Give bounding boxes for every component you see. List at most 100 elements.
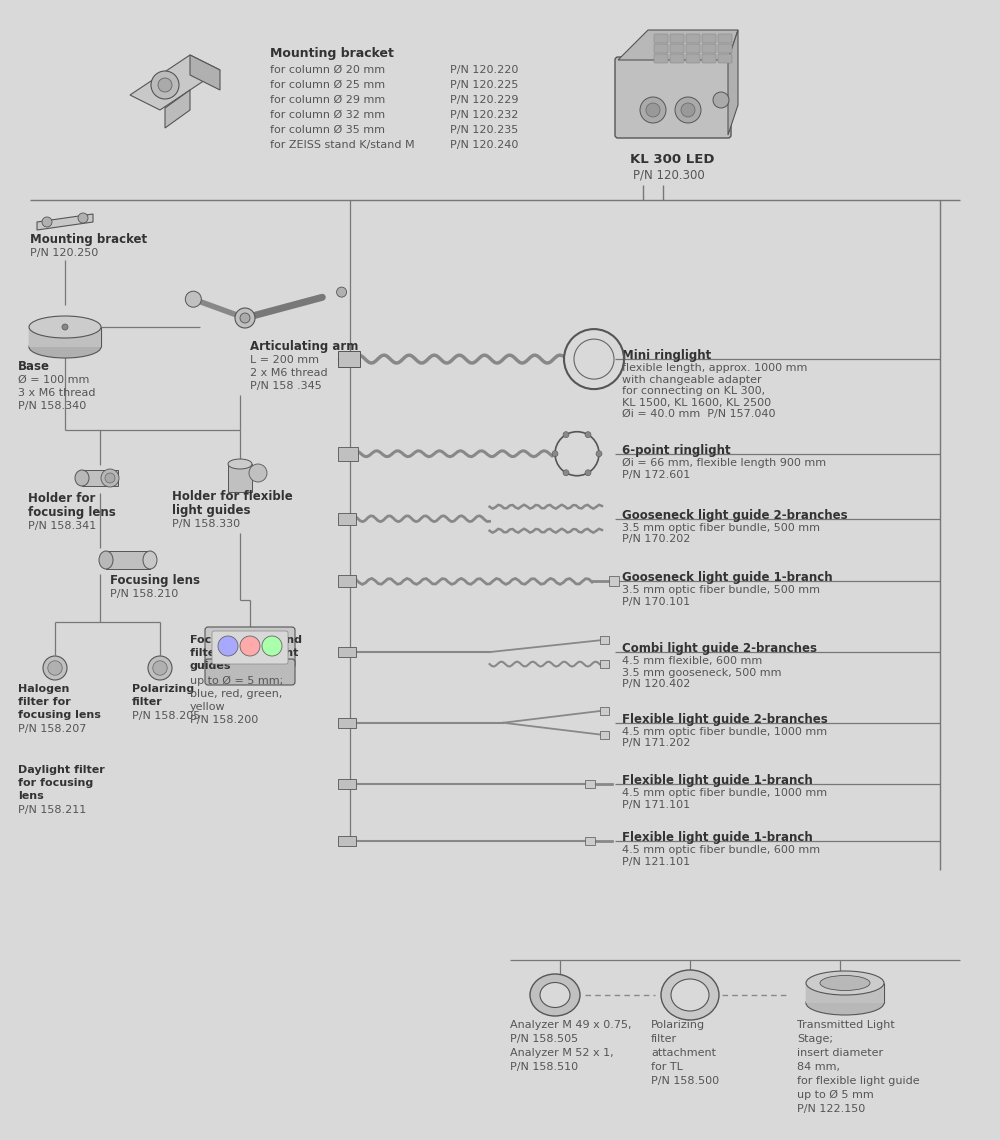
Circle shape [240,636,260,655]
Circle shape [585,470,591,475]
FancyBboxPatch shape [718,54,732,63]
Text: filter: filter [651,1034,677,1044]
Text: focusing lens: focusing lens [28,506,116,519]
Circle shape [43,656,67,679]
Text: P/N 120.235: P/N 120.235 [450,125,518,135]
Text: P/N 158.500: P/N 158.500 [651,1076,719,1086]
Text: 3 x M6 thread: 3 x M6 thread [18,388,96,398]
Ellipse shape [671,979,709,1011]
Bar [600,636,609,644]
Bar [82,470,118,486]
Text: P/N 120.220: P/N 120.220 [450,65,518,75]
Text: P/N 158 .345: P/N 158 .345 [250,381,322,391]
Ellipse shape [540,983,570,1008]
Bar [585,837,595,846]
Circle shape [148,656,172,679]
Text: P/N 158.510: P/N 158.510 [510,1062,578,1072]
Bar [106,551,150,569]
Text: Analyzer M 52 x 1,: Analyzer M 52 x 1, [510,1048,614,1058]
FancyBboxPatch shape [670,34,684,43]
Text: 84 mm,: 84 mm, [797,1062,840,1072]
Text: 3.5 mm optic fiber bundle, 500 mm
P/N 170.202: 3.5 mm optic fiber bundle, 500 mm P/N 17… [622,523,820,544]
Text: up to Ø = 5 mm;: up to Ø = 5 mm; [190,676,283,686]
Text: Base: Base [18,360,50,373]
Text: for focusing: for focusing [18,777,93,788]
Circle shape [563,470,569,475]
Bar [338,718,356,727]
Polygon shape [728,30,738,135]
Text: P/N 120.240: P/N 120.240 [450,140,518,150]
Circle shape [153,661,167,675]
Text: Transmitted Light: Transmitted Light [797,1020,895,1031]
Circle shape [713,92,729,108]
Circle shape [552,450,558,457]
Text: Daylight filter: Daylight filter [18,765,105,775]
Polygon shape [130,55,220,109]
FancyBboxPatch shape [718,34,732,43]
Text: lens: lens [18,791,44,801]
Ellipse shape [530,974,580,1016]
FancyBboxPatch shape [686,54,700,63]
Circle shape [62,324,68,329]
Text: 4.5 mm optic fiber bundle, 600 mm
P/N 121.101: 4.5 mm optic fiber bundle, 600 mm P/N 12… [622,846,820,866]
Text: insert diameter: insert diameter [797,1048,883,1058]
Text: Mini ringlight: Mini ringlight [622,349,711,363]
FancyBboxPatch shape [654,34,668,43]
FancyBboxPatch shape [670,44,684,52]
Bar [228,464,252,492]
Bar [338,780,356,789]
Circle shape [101,469,119,487]
Circle shape [240,314,250,323]
Bar [600,707,609,715]
Text: Polarizing: Polarizing [651,1020,705,1031]
Circle shape [218,636,238,655]
FancyBboxPatch shape [654,54,668,63]
Text: up to Ø 5 mm: up to Ø 5 mm [797,1090,874,1100]
Text: focusing lens: focusing lens [18,710,101,720]
Circle shape [563,432,569,438]
Ellipse shape [29,316,101,337]
Bar [609,577,619,586]
FancyBboxPatch shape [212,632,288,663]
Text: for TL: for TL [651,1062,683,1072]
Text: P/N 120.225: P/N 120.225 [450,80,518,90]
Polygon shape [190,55,220,90]
Ellipse shape [661,970,719,1020]
Circle shape [42,217,52,227]
Circle shape [105,473,115,483]
Text: for column Ø 32 mm: for column Ø 32 mm [270,109,385,120]
Circle shape [585,432,591,438]
Text: 6-point ringlight: 6-point ringlight [622,443,731,457]
Circle shape [596,450,602,457]
Bar [338,351,360,367]
Polygon shape [37,214,93,230]
Text: Polarizing: Polarizing [132,684,194,694]
Text: filter set for light: filter set for light [190,648,298,658]
Circle shape [185,291,201,307]
Text: Focusing lens and: Focusing lens and [190,635,302,645]
Bar [338,576,356,587]
Bar [585,780,595,789]
Text: P/N 158.210: P/N 158.210 [110,589,178,598]
Circle shape [681,103,695,117]
Text: P/N 120.250: P/N 120.250 [30,249,98,258]
Bar [338,447,358,461]
FancyBboxPatch shape [702,34,716,43]
Text: Gooseneck light guide 1-branch: Gooseneck light guide 1-branch [622,571,833,585]
Text: Focusing lens: Focusing lens [110,575,200,587]
Text: Analyzer M 49 x 0.75,: Analyzer M 49 x 0.75, [510,1020,632,1031]
Text: Mounting bracket: Mounting bracket [270,47,394,60]
Text: attachment: attachment [651,1048,716,1058]
Polygon shape [618,30,738,60]
Text: 4.5 mm optic fiber bundle, 1000 mm
P/N 171.101: 4.5 mm optic fiber bundle, 1000 mm P/N 1… [622,789,827,809]
Ellipse shape [228,459,252,469]
Ellipse shape [820,976,870,991]
Text: for column Ø 35 mm: for column Ø 35 mm [270,125,385,135]
Circle shape [675,97,701,123]
Text: for column Ø 25 mm: for column Ø 25 mm [270,80,385,90]
Text: P/N 158.341: P/N 158.341 [28,521,96,531]
Text: yellow: yellow [190,702,226,712]
Text: Stage;: Stage; [797,1034,833,1044]
Text: P/N 158.207: P/N 158.207 [18,724,86,734]
Text: P/N 158.505: P/N 158.505 [510,1034,578,1044]
